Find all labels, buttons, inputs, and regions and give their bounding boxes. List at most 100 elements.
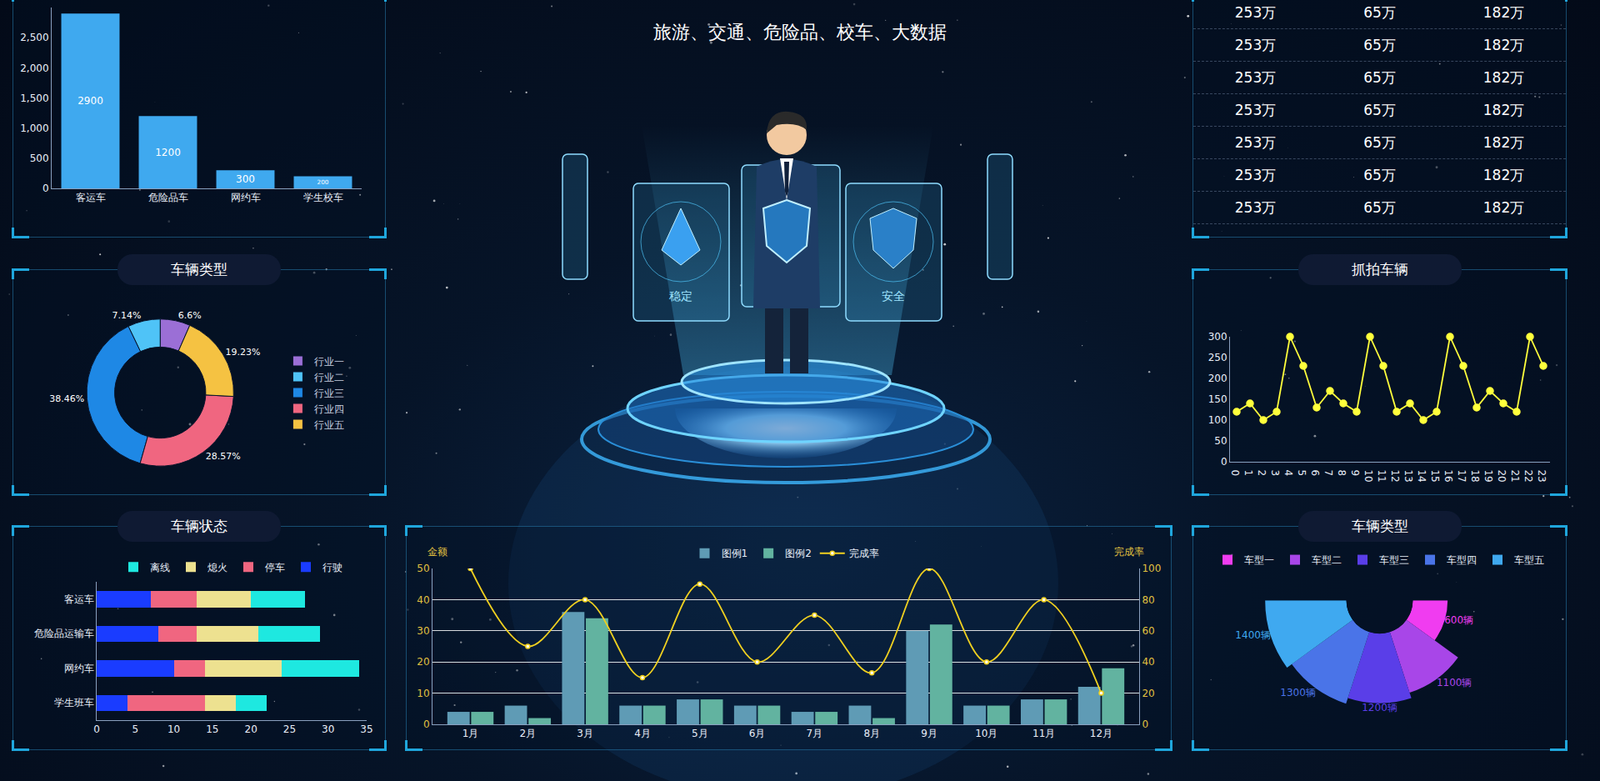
svg-text:13: 13 <box>1402 469 1415 482</box>
svg-text:0: 0 <box>1220 455 1228 468</box>
svg-text:40: 40 <box>416 594 430 606</box>
svg-text:100: 100 <box>1141 562 1161 575</box>
svg-text:5: 5 <box>1295 469 1308 476</box>
svg-text:危险品车: 危险品车 <box>148 191 189 204</box>
svg-text:网约车: 网约车 <box>64 662 95 675</box>
svg-text:7月: 7月 <box>806 727 824 740</box>
svg-text:客运车: 客运车 <box>64 593 95 605</box>
svg-text:600辆: 600辆 <box>1444 614 1474 626</box>
svg-text:客运车: 客运车 <box>75 191 106 204</box>
svg-text:15: 15 <box>205 723 219 735</box>
svg-text:图例2: 图例2 <box>785 547 812 560</box>
svg-text:7.14%: 7.14% <box>111 310 141 321</box>
svg-text:23: 23 <box>1535 469 1548 482</box>
svg-text:3: 3 <box>1269 469 1281 476</box>
svg-text:网约车: 网约车 <box>230 191 261 204</box>
svg-text:行驶: 行驶 <box>322 561 343 574</box>
svg-text:50: 50 <box>416 562 430 575</box>
svg-text:17: 17 <box>1455 469 1468 482</box>
svg-text:危险品运输车: 危险品运输车 <box>34 627 95 640</box>
svg-text:0: 0 <box>1141 718 1149 730</box>
svg-text:4: 4 <box>1282 469 1295 476</box>
svg-text:5月: 5月 <box>691 727 709 740</box>
svg-text:6.6%: 6.6% <box>178 310 202 321</box>
svg-text:完成率: 完成率 <box>1114 545 1145 558</box>
svg-text:11月: 11月 <box>1032 727 1055 740</box>
svg-text:0: 0 <box>42 182 50 195</box>
svg-text:学生校车: 学生校车 <box>303 191 344 204</box>
svg-text:0: 0 <box>423 718 430 730</box>
svg-text:8: 8 <box>1335 469 1348 476</box>
svg-text:25: 25 <box>283 723 296 735</box>
svg-text:0: 0 <box>93 723 100 735</box>
svg-text:19.23%: 19.23% <box>225 346 261 358</box>
svg-text:10: 10 <box>1362 469 1375 482</box>
svg-text:20: 20 <box>1141 687 1155 700</box>
svg-text:7: 7 <box>1322 469 1335 476</box>
svg-text:0: 0 <box>1229 469 1241 476</box>
svg-text:行业五: 行业五 <box>314 419 345 431</box>
svg-text:6: 6 <box>1309 469 1321 476</box>
svg-text:250: 250 <box>1208 351 1228 364</box>
svg-text:1200: 1200 <box>155 146 181 159</box>
svg-text:1400辆: 1400辆 <box>1235 629 1271 641</box>
svg-text:50: 50 <box>1214 435 1227 447</box>
svg-text:15: 15 <box>1429 469 1441 482</box>
svg-text:行业四: 行业四 <box>314 403 345 415</box>
svg-text:30: 30 <box>416 625 430 637</box>
svg-text:行业二: 行业二 <box>314 371 345 384</box>
svg-text:稳定: 稳定 <box>669 289 693 303</box>
svg-text:100: 100 <box>1208 414 1228 426</box>
svg-text:200: 200 <box>1208 372 1228 385</box>
svg-text:车型五: 车型五 <box>1514 554 1545 566</box>
svg-text:10月: 10月 <box>975 727 998 740</box>
svg-text:9月: 9月 <box>920 727 938 740</box>
svg-text:1月: 1月 <box>462 727 480 740</box>
svg-text:19: 19 <box>1482 469 1495 482</box>
svg-text:12: 12 <box>1389 469 1401 482</box>
svg-text:停车: 停车 <box>265 561 285 574</box>
svg-text:300: 300 <box>235 173 255 185</box>
svg-text:1: 1 <box>1242 469 1255 476</box>
svg-text:30: 30 <box>321 723 335 735</box>
svg-text:1,000: 1,000 <box>20 122 49 135</box>
svg-text:28.57%: 28.57% <box>205 450 241 462</box>
svg-text:22: 22 <box>1522 469 1535 482</box>
svg-text:1300辆: 1300辆 <box>1280 686 1316 699</box>
svg-text:5: 5 <box>131 723 139 735</box>
svg-text:2900: 2900 <box>77 95 104 107</box>
svg-text:完成率: 完成率 <box>849 547 880 560</box>
svg-text:行业三: 行业三 <box>314 387 345 400</box>
svg-text:20: 20 <box>244 723 257 735</box>
svg-text:图例1: 图例1 <box>721 547 749 560</box>
svg-text:3月: 3月 <box>576 727 594 740</box>
svg-text:1100辆: 1100辆 <box>1436 676 1473 689</box>
svg-text:40: 40 <box>1141 655 1155 668</box>
svg-text:38.46%: 38.46% <box>49 393 85 405</box>
svg-text:2,500: 2,500 <box>20 31 49 44</box>
svg-text:60: 60 <box>1141 625 1155 637</box>
svg-text:9: 9 <box>1349 469 1361 476</box>
svg-text:熄火: 熄火 <box>207 561 228 574</box>
svg-text:行业一: 行业一 <box>314 355 345 368</box>
svg-text:11: 11 <box>1375 469 1388 482</box>
svg-text:20: 20 <box>416 655 430 668</box>
svg-text:300: 300 <box>1208 330 1228 343</box>
svg-text:18: 18 <box>1469 469 1481 482</box>
svg-text:6月: 6月 <box>749 727 766 740</box>
svg-text:10: 10 <box>167 723 180 735</box>
svg-text:150: 150 <box>1208 393 1228 405</box>
svg-text:安全: 安全 <box>881 289 905 303</box>
svg-text:10: 10 <box>416 687 430 700</box>
svg-text:200: 200 <box>317 178 330 186</box>
svg-text:80: 80 <box>1141 594 1155 606</box>
svg-text:16: 16 <box>1442 469 1455 482</box>
svg-text:20: 20 <box>1495 469 1508 482</box>
svg-text:14: 14 <box>1415 469 1428 482</box>
svg-text:金额: 金额 <box>427 545 448 558</box>
svg-text:500: 500 <box>30 152 50 165</box>
svg-text:4月: 4月 <box>634 727 651 740</box>
svg-text:车型一: 车型一 <box>1244 554 1275 566</box>
svg-text:12月: 12月 <box>1090 727 1113 740</box>
svg-text:8月: 8月 <box>863 727 880 740</box>
